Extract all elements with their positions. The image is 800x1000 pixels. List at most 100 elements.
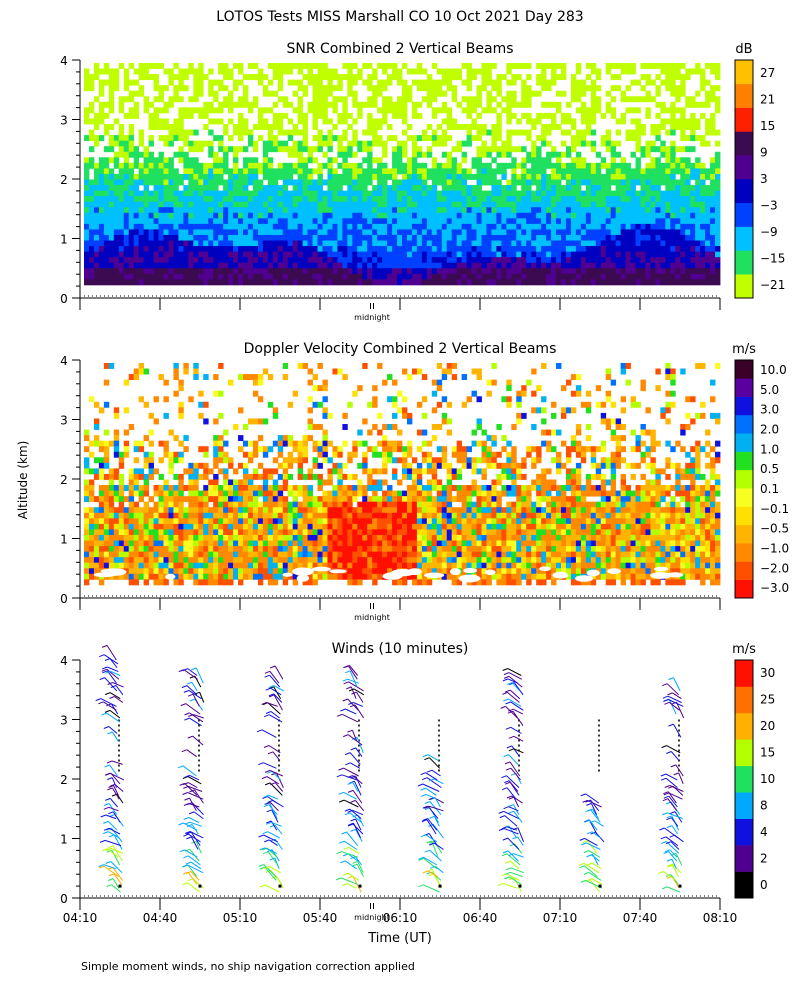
velocity-cell [247, 551, 254, 558]
velocity-cell [183, 546, 189, 553]
snr-cell [307, 107, 313, 114]
snr-cell [526, 85, 532, 92]
snr-cell [526, 62, 532, 69]
snr-cell [521, 173, 527, 180]
snr-cell [431, 273, 438, 280]
snr-cell [213, 257, 219, 264]
snr-cell [705, 268, 711, 275]
snr-cell [546, 257, 552, 264]
snr-cell [561, 257, 567, 264]
snr-cell [471, 262, 477, 269]
snr-cell [183, 223, 189, 230]
snr-cell [640, 85, 646, 92]
snr-cell [238, 79, 244, 86]
snr-cell [595, 85, 602, 92]
snr-cell [198, 62, 204, 69]
snr-cell [277, 240, 284, 247]
snr-cell [84, 196, 90, 203]
snr-cell [561, 279, 567, 286]
snr-cell [387, 96, 393, 103]
velocity-cell [262, 518, 269, 525]
snr-cell [556, 262, 562, 269]
snr-cell [615, 85, 622, 92]
snr-cell [456, 201, 463, 208]
snr-cell [352, 62, 358, 69]
snr-cell [292, 90, 299, 97]
velocity-cell [133, 557, 140, 564]
snr-cell [352, 190, 358, 197]
snr-cell [416, 229, 423, 236]
velocity-cell [178, 579, 184, 586]
snr-cell [635, 262, 641, 269]
snr-cell [556, 268, 562, 275]
snr-cell [223, 85, 229, 92]
snr-cell [252, 223, 259, 230]
velocity-cell [213, 529, 219, 536]
snr-cell [541, 140, 547, 147]
snr-cell [402, 218, 408, 225]
snr-cell [133, 146, 140, 153]
velocity-cell [123, 568, 130, 575]
snr-cell [436, 207, 443, 214]
snr-cell [367, 74, 373, 81]
snr-cell [635, 146, 641, 153]
snr-cell [138, 168, 145, 175]
snr-cell [635, 118, 641, 125]
snr-cell [635, 268, 641, 275]
snr-cell [660, 140, 666, 147]
snr-cell [347, 62, 353, 69]
snr-cell [685, 185, 691, 191]
snr-cell [705, 129, 711, 136]
snr-cell [252, 190, 259, 197]
velocity-cell [128, 529, 135, 536]
snr-cell [496, 279, 502, 286]
snr-cell [416, 135, 423, 142]
snr-cell [640, 268, 646, 275]
velocity-cell [267, 485, 274, 491]
snr-cell [451, 157, 458, 164]
snr-colorbar-swatch [735, 202, 753, 227]
snr-cell [128, 129, 135, 136]
snr-cell [108, 207, 115, 214]
snr-cell [461, 179, 467, 186]
snr-cell [113, 185, 120, 191]
snr-cell [208, 223, 214, 230]
snr-cell [257, 273, 264, 280]
snr-cell [88, 234, 95, 241]
velocity-cell [198, 579, 204, 586]
snr-cell [595, 96, 602, 103]
snr-cell [183, 85, 189, 92]
snr-cell [705, 90, 711, 97]
snr-cell [506, 90, 512, 97]
snr-cell [446, 240, 453, 247]
snr-cell [431, 207, 438, 214]
snr-cell [243, 173, 249, 180]
snr-cell [392, 246, 398, 253]
snr-cell [486, 229, 492, 236]
snr-cell [402, 262, 408, 269]
velocity-cell [113, 451, 120, 458]
snr-cell [402, 168, 408, 175]
snr-cell [466, 268, 472, 275]
snr-cell [471, 74, 477, 81]
snr-cell [272, 190, 279, 197]
snr-cell [451, 201, 458, 208]
snr-cell [133, 151, 140, 158]
snr-cell [635, 201, 641, 208]
velocity-cell [84, 512, 90, 519]
snr-cell [337, 118, 343, 125]
snr-cell [625, 212, 631, 219]
snr-cell [277, 262, 284, 269]
snr-cell [322, 107, 328, 114]
snr-cell [397, 101, 403, 108]
snr-cell [516, 273, 522, 280]
snr-cell [143, 251, 149, 258]
snr-cell [700, 212, 706, 219]
snr-cell [243, 162, 249, 169]
snr-cell [138, 129, 145, 136]
velocity-cell [198, 540, 204, 547]
velocity-cell [163, 440, 169, 447]
snr-cell [178, 223, 184, 230]
snr-cell [541, 162, 547, 169]
snr-cell [128, 96, 135, 103]
